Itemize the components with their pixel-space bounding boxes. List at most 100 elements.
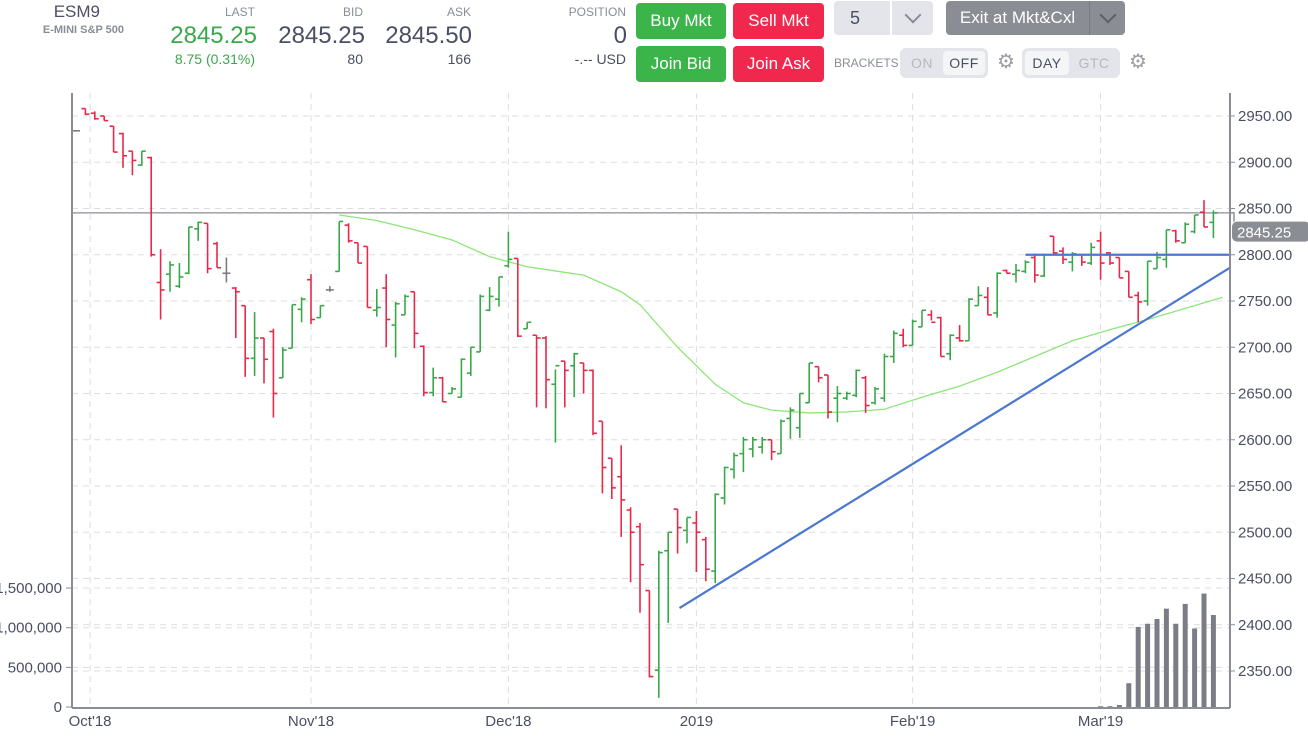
ohlc-bar: [119, 132, 127, 168]
ohlc-bar: [137, 150, 146, 166]
ohlc-bar: [532, 334, 541, 408]
price-tick-label: 2900.00: [1238, 154, 1292, 171]
moving-average-line: [339, 214, 1223, 414]
ohlc-bar: [711, 493, 720, 584]
ohlc-bar: [504, 231, 513, 268]
instrument-symbol: ESM9: [53, 2, 100, 21]
ohlc-bars: [72, 107, 1230, 698]
last-price-tag: [1232, 221, 1308, 242]
ohlc-bar: [805, 362, 814, 404]
volume-bar: [1201, 593, 1207, 707]
price-tick-label: 2650.00: [1238, 386, 1292, 403]
volume-tick-label: 0: [54, 699, 62, 716]
ohlc-bar: [786, 407, 795, 439]
ohlc-bar: [560, 360, 569, 408]
ohlc-bar: [673, 508, 682, 554]
volume-bar: [1210, 615, 1216, 707]
price-tick-label: 2600.00: [1238, 432, 1292, 449]
chevron-down-icon[interactable]: [892, 1, 933, 35]
trendlines[interactable]: [678, 253, 1231, 610]
ohlc-bar: [795, 392, 804, 438]
ohlc-bar: [495, 276, 503, 307]
ohlc-bar: [824, 374, 832, 419]
sell-market-button[interactable]: Sell Mkt: [733, 3, 824, 39]
chevron-down-icon[interactable]: [1090, 1, 1125, 35]
price-tick-label: 2500.00: [1238, 524, 1292, 541]
ohlc-bar: [683, 516, 691, 544]
ohlc-bar: [1134, 291, 1143, 323]
ohlc-bar: [936, 316, 945, 358]
quantity-value: 5: [834, 1, 892, 35]
ohlc-bar: [570, 352, 579, 398]
ohlc-bar: [175, 263, 184, 289]
ohlc-bar: [598, 420, 607, 494]
moving-average: [339, 214, 1223, 414]
volume-bar: [1098, 706, 1104, 707]
price-tick-label: 2350.00: [1238, 663, 1292, 680]
gear-icon[interactable]: ⚙: [1129, 51, 1147, 73]
ohlc-bar: [589, 369, 597, 436]
last-label: LAST: [224, 5, 255, 19]
ohlc-bar: [476, 294, 485, 353]
ohlc-bar: [777, 419, 785, 455]
time-tick-label: Feb'19: [890, 713, 935, 730]
ohlc-bar: [1115, 256, 1124, 279]
ohlc-bar: [1049, 235, 1058, 255]
ohlc-bar: [664, 531, 673, 623]
ohlc-bar: [278, 347, 287, 379]
volume-bar: [1163, 608, 1169, 707]
ohlc-bar: [288, 303, 297, 349]
instrument-name: E-MINI S&P 500: [42, 24, 124, 36]
ohlc-bar: [307, 274, 315, 325]
exit-label: Exit at Mkt&Cxl: [946, 1, 1090, 35]
join-bid-button[interactable]: Join Bid: [636, 46, 726, 82]
ohlc-bar: [401, 294, 409, 316]
volume-bar: [1116, 705, 1122, 707]
brackets-toggle[interactable]: ON OFF: [900, 48, 988, 78]
trendline: [678, 266, 1231, 610]
ohlc-bar: [81, 107, 90, 116]
gear-icon[interactable]: ⚙: [997, 51, 1015, 73]
ohlc-bar: [814, 365, 823, 383]
duration-day-option[interactable]: DAY: [1025, 51, 1069, 75]
quantity-select[interactable]: 5: [834, 1, 933, 35]
volume-tick-label: 500,000: [8, 659, 62, 676]
time-tick-label: Mar'19: [1078, 713, 1123, 730]
ohlc-bar: [880, 353, 889, 402]
ohlc-bar: [730, 452, 738, 479]
brackets-on-option[interactable]: ON: [911, 55, 933, 71]
join-ask-button[interactable]: Join Ask: [733, 46, 824, 82]
ohlc-bar: [213, 241, 221, 269]
ohlc-bar: [946, 334, 955, 361]
ohlc-bar: [861, 375, 870, 413]
ask-size: 166: [447, 51, 471, 67]
ohlc-bar: [1077, 253, 1086, 266]
ohlc-bar: [1021, 260, 1030, 274]
time-tick-label: Oct'18: [69, 713, 112, 730]
position-label: POSITION: [568, 5, 626, 19]
bid-size: 80: [347, 51, 363, 67]
ohlc-bar: [607, 457, 616, 499]
ohlc-bar: [429, 367, 438, 397]
price-tick-label: 2800.00: [1238, 247, 1292, 264]
duration-toggle[interactable]: DAY GTC: [1022, 48, 1120, 78]
ohlc-bar: [410, 290, 419, 349]
buy-market-button[interactable]: Buy Mkt: [636, 3, 726, 39]
ohlc-bar: [899, 328, 908, 348]
ohlc-bar: [316, 304, 325, 319]
ohlc-bar: [927, 310, 936, 324]
ohlc-bar: [1124, 270, 1133, 299]
exit-at-market-button[interactable]: Exit at Mkt&Cxl: [946, 1, 1125, 35]
volume-bar: [1154, 618, 1160, 707]
price-change: 8.75 (0.31%): [174, 51, 255, 67]
duration-gtc-option[interactable]: GTC: [1078, 55, 1110, 71]
last-price: 2845.25: [170, 22, 257, 49]
ohlc-bar: [382, 274, 391, 348]
ohlc-bar: [184, 226, 193, 275]
ohlc-bar: [222, 257, 231, 283]
ohlc-bar: [965, 298, 973, 342]
last-price-tag-label: 2845.25: [1237, 225, 1291, 242]
brackets-off-option[interactable]: OFF: [943, 51, 985, 75]
ohlc-bar: [758, 436, 767, 454]
